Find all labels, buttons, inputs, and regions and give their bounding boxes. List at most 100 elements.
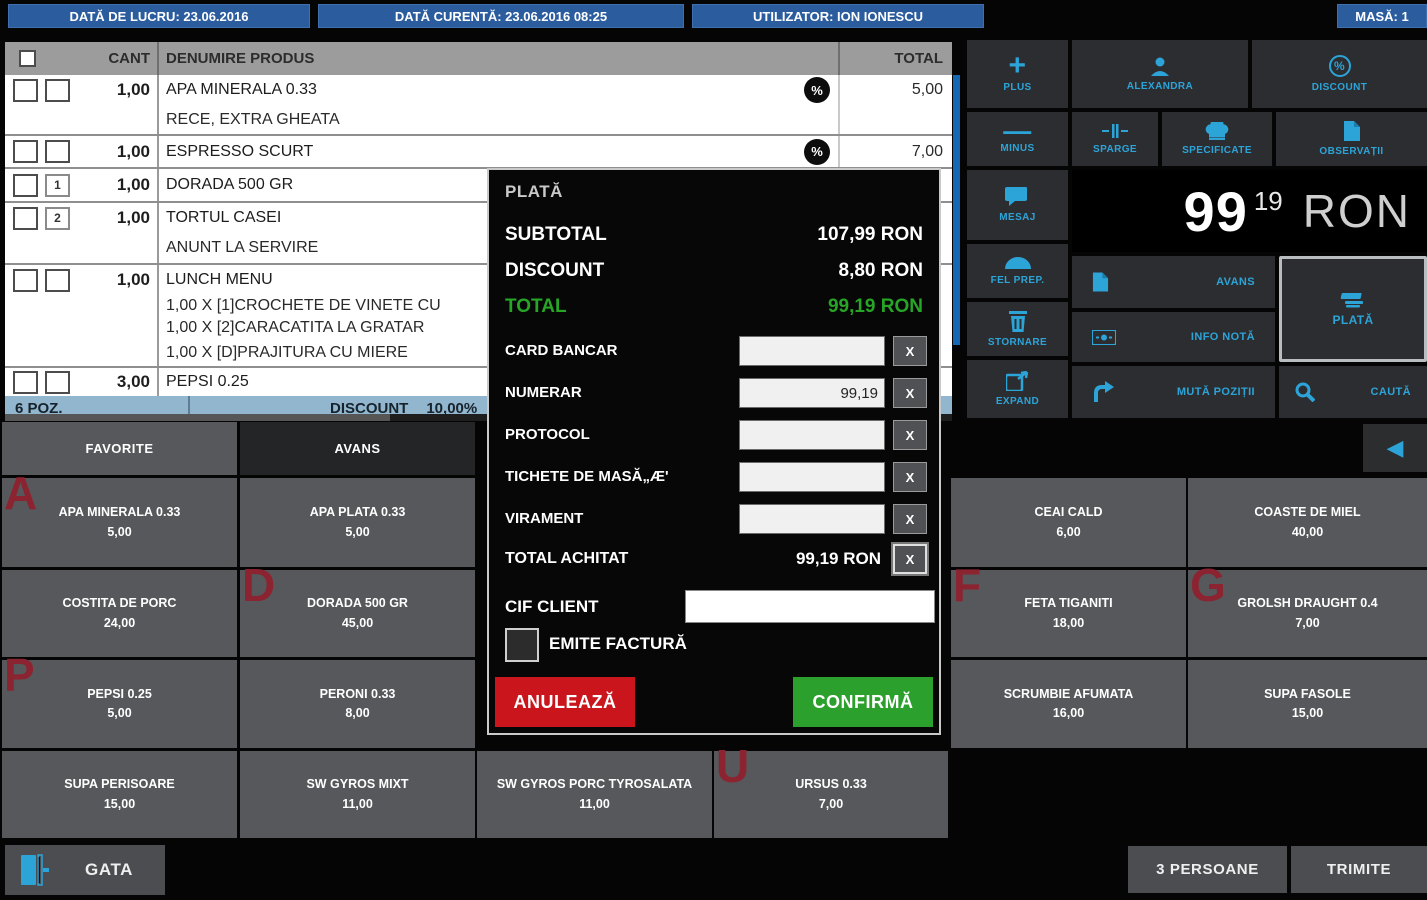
tab-avans[interactable]: AVANS (240, 422, 475, 475)
observatii-button[interactable]: OBSERVAȚII (1276, 112, 1427, 166)
cancel-button[interactable]: ANULEAZĂ (495, 677, 635, 727)
seat-checkbox[interactable]: 2 (45, 206, 70, 230)
tab-favorite[interactable]: FAVORITE (2, 422, 237, 475)
product-tile[interactable]: SW GYROS PORC TYROSALATA 11,00 (477, 751, 712, 838)
numerar-input[interactable] (739, 378, 885, 408)
row-checkbox[interactable] (13, 370, 38, 394)
select-all-checkbox[interactable] (19, 50, 36, 67)
persons-button[interactable]: 3 PERSOANE (1128, 846, 1287, 893)
clear-numerar-button[interactable]: X (893, 378, 927, 408)
card-bancar-input[interactable] (739, 336, 885, 366)
search-icon (1295, 382, 1315, 402)
stornare-button[interactable]: STORNARE (967, 302, 1068, 356)
work-date-box: DATĂ DE LUCRU: 23.06.2016 (8, 4, 310, 28)
specificate-button[interactable]: SPECIFICATE (1162, 112, 1272, 166)
product-tile[interactable]: U URSUS 0.33 7,00 (714, 743, 948, 838)
product-tile[interactable]: SW GYROS MIXT 11,00 (240, 751, 475, 838)
dialog-discount-value: 8,80 RON (838, 260, 923, 281)
tile-price: 11,00 (579, 796, 610, 811)
table-row[interactable]: 1,00 LUNCH MENU 1,00 X [1]CROCHETE DE VI… (5, 265, 952, 368)
product-tile[interactable]: COASTE DE MIEL 40,00 (1188, 478, 1427, 567)
clear-protocol-button[interactable]: X (893, 420, 927, 450)
back-button[interactable]: ◀ (1363, 424, 1427, 472)
tile-name: PEPSI 0.25 (87, 686, 152, 701)
table-row[interactable]: 1,00 APA MINERALA 0.33 % 5,00 RECE, EXTR… (5, 75, 952, 136)
plata-button[interactable]: PLATĂ (1279, 256, 1427, 362)
tichete-input[interactable] (739, 462, 885, 492)
waiter-button[interactable]: ALEXANDRA (1072, 40, 1248, 108)
cif-client-input[interactable] (685, 590, 935, 623)
person-icon (1148, 56, 1172, 76)
minus-label: MINUS (1000, 143, 1035, 154)
table-row[interactable]: 3,00 PEPSI 0.25 (5, 368, 952, 396)
product-tile[interactable]: SUPA FASOLE 15,00 (1188, 660, 1427, 748)
letter-marker: G (1190, 559, 1226, 611)
total-paid-value: 99,19 RON (795, 549, 881, 568)
seat-checkbox[interactable] (45, 370, 70, 394)
positions-count: 6 POZ. (5, 396, 190, 421)
confirm-button[interactable]: CONFIRMĂ (793, 677, 933, 727)
info-nota-label: INFO NOTĂ (1190, 331, 1255, 343)
table-row[interactable]: 2 1,00 TORTUL CASEI ANUNT LA SERVIRE (5, 203, 952, 265)
product-tile[interactable]: D DORADA 500 GR 45,00 (240, 562, 475, 657)
product-tile[interactable]: COSTITA DE PORC 24,00 (2, 570, 237, 657)
row-checkbox[interactable] (13, 268, 38, 292)
virament-input[interactable] (739, 504, 885, 534)
discount-badge-icon: % (804, 138, 830, 165)
plus-button[interactable]: + PLUS (967, 40, 1068, 108)
footer-discount-label: DISCOUNT (330, 400, 409, 417)
product-tile[interactable]: SUPA PERISOARE 15,00 (2, 751, 237, 838)
gata-label: GATA (85, 860, 134, 879)
mesaj-button[interactable]: MESAJ (967, 170, 1068, 240)
dialog-total-label: TOTAL (505, 296, 567, 317)
product-tile[interactable]: P PEPSI 0.25 5,00 (2, 652, 237, 748)
muta-pozitii-button[interactable]: MUTĂ POZIȚII (1072, 366, 1275, 418)
clear-tichete-button[interactable]: X (893, 462, 927, 492)
product-tile[interactable]: G GROLSH DRAUGHT 0.4 7,00 (1188, 562, 1427, 657)
protocol-input[interactable] (739, 420, 885, 450)
product-tile[interactable]: CEAI CALD 6,00 (951, 478, 1186, 567)
qty-header: CANT (77, 42, 159, 75)
row-checkbox[interactable] (13, 78, 38, 102)
seat-checkbox[interactable]: 1 (45, 173, 70, 197)
clear-card-button[interactable]: X (893, 336, 927, 366)
fel-prep-button[interactable]: FEL PREP. (967, 244, 1068, 298)
seat-checkbox[interactable] (45, 140, 70, 163)
gata-button[interactable]: GATA (5, 845, 165, 895)
info-nota-button[interactable]: INFO NOTĂ (1072, 312, 1275, 362)
row-checkbox[interactable] (13, 173, 38, 197)
table-row[interactable]: 1 1,00 DORADA 500 GR (5, 169, 952, 203)
tile-name: COSTITA DE PORC (62, 596, 177, 611)
product-tile[interactable]: F FETA TIGANITI 18,00 (951, 562, 1186, 657)
seat-checkbox[interactable] (45, 78, 70, 102)
seat-checkbox[interactable] (45, 268, 70, 292)
product-tile[interactable]: A APA MINERALA 0.33 5,00 (2, 470, 237, 567)
current-date-box: DATĂ CURENTĂ: 23.06.2016 08:25 (318, 4, 684, 28)
chef-hat-icon (1204, 122, 1230, 140)
tile-name: PERONI 0.33 (319, 686, 396, 701)
avans-button[interactable]: AVANS (1072, 256, 1275, 308)
cauta-button[interactable]: CAUTĂ (1279, 366, 1427, 418)
product-name-cell: TORTUL CASEI (166, 209, 282, 226)
vertical-scrollbar-thumb[interactable] (953, 75, 960, 345)
trimite-button[interactable]: TRIMITE (1291, 846, 1427, 893)
amount-cents: 19 (1253, 185, 1283, 216)
move-arrow-icon (1092, 381, 1114, 403)
clear-total-paid-button[interactable]: X (893, 544, 927, 574)
expand-button[interactable]: EXPAND (967, 360, 1068, 418)
product-tile[interactable]: PERONI 0.33 8,00 (240, 660, 475, 748)
row-checkbox[interactable] (13, 206, 38, 230)
sparge-button[interactable]: SPARGE (1072, 112, 1158, 166)
mesaj-label: MESAJ (999, 212, 1036, 223)
horizontal-scrollbar-thumb[interactable] (5, 414, 390, 421)
discount-label: DISCOUNT (1311, 82, 1368, 93)
table-row[interactable]: 1,00 ESPRESSO SCURT % 7,00 (5, 136, 952, 169)
emite-factura-checkbox[interactable] (505, 628, 539, 662)
total-cell: 5,00 (911, 81, 943, 98)
discount-button[interactable]: % DISCOUNT (1252, 40, 1427, 108)
clear-virament-button[interactable]: X (893, 504, 927, 534)
product-tile[interactable]: SCRUMBIE AFUMATA 16,00 (951, 660, 1186, 748)
product-tile[interactable]: APA PLATA 0.33 5,00 (240, 478, 475, 567)
row-checkbox[interactable] (13, 140, 38, 163)
minus-button[interactable]: — MINUS (967, 112, 1068, 166)
